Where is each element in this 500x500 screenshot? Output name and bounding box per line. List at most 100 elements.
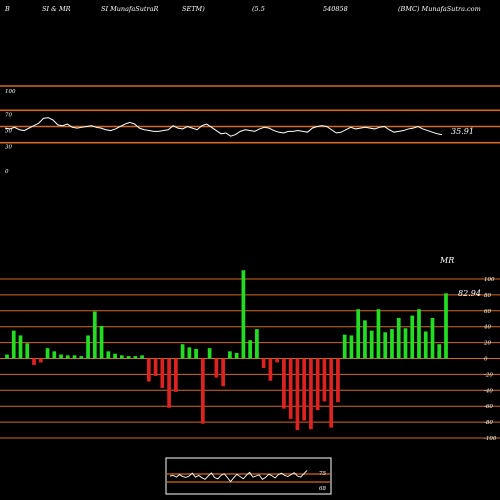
mrsi-bar <box>11 330 16 359</box>
mrsi-bar <box>194 348 198 359</box>
mrsi-bar <box>119 355 124 359</box>
mrsi-bar <box>383 332 388 359</box>
mrsi-bar <box>255 329 259 359</box>
mrsi-tick-label: -80 <box>484 420 493 426</box>
mrsi-bar <box>201 358 205 424</box>
rsi-tick-label: 0 <box>5 169 9 175</box>
rsi-panel: 100 70 50 30 0 35.91 <box>0 85 500 175</box>
mrsi-panel: MR 100 80 60 40 20 0 -20 -40 -60 -80 -100 82.94 <box>0 256 500 442</box>
mrsi-tick-label: -60 <box>484 404 493 410</box>
mrsi-bar <box>106 351 111 359</box>
mrsi-bar <box>140 355 144 359</box>
mrsi-bar <box>79 356 84 359</box>
mrsi-bar <box>295 358 300 431</box>
header-item-si-mr: SI & MR <box>42 5 71 13</box>
mrsi-bar <box>146 358 151 382</box>
rsi-series-line <box>4 117 443 137</box>
mrsi-bar <box>329 358 334 428</box>
mrsi-bar <box>349 335 354 359</box>
mrsi-bar <box>423 331 428 359</box>
mrsi-bar <box>52 351 57 359</box>
mrsi-tick-label: 20 <box>483 341 491 347</box>
mrsi-bar <box>282 358 286 409</box>
mrsi-bar <box>153 358 158 376</box>
mrsi-bar <box>25 343 30 359</box>
mrsi-bar <box>268 358 273 381</box>
mrsi-tick-label: 60 <box>484 309 491 315</box>
mrsi-bar <box>410 315 415 359</box>
header-item-setm: SETM) <box>182 5 205 13</box>
mrsi-bar <box>417 309 421 359</box>
mrsi-bar <box>221 358 225 387</box>
mrsi-bar <box>65 355 70 359</box>
mrsi-bar <box>275 358 280 363</box>
mrsi-bar <box>309 358 313 430</box>
mrsi-bar <box>72 355 77 359</box>
rsi-tick-label: 100 <box>5 89 16 95</box>
mrsi-bar <box>363 320 367 359</box>
mrsi-bar <box>288 358 293 419</box>
mrsi-bar <box>390 329 394 359</box>
header-item-company: (BMC) MunafaSutra.com <box>398 5 481 13</box>
mrsi-bar <box>38 358 43 363</box>
mrsi-bar <box>167 358 171 408</box>
header: B SI & MR SI MunafaSutraR SETM) (5.5 540… <box>4 5 481 13</box>
mrsi-bar <box>18 335 23 359</box>
mini-label-lower: 68 <box>319 486 326 492</box>
mrsi-bar <box>214 358 219 378</box>
header-item-munafasutra: SI MunafaSutraR <box>101 5 159 13</box>
mrsi-bar <box>207 348 212 359</box>
rsi-tick-label: 30 <box>5 145 12 151</box>
mrsi-bar <box>228 351 232 359</box>
mrsi-title: MR <box>439 256 454 265</box>
mrsi-bar <box>430 317 435 359</box>
mrsi-bar <box>187 347 192 359</box>
mrsi-tick-label: -20 <box>484 372 493 378</box>
mrsi-bar <box>5 354 9 359</box>
header-item-b: B <box>4 5 10 13</box>
mrsi-tick-label: 40 <box>483 325 491 331</box>
mrsi-bar <box>376 309 381 359</box>
header-item-code: 540858 <box>323 5 348 13</box>
mini-panel: 75 68 <box>165 457 332 495</box>
mrsi-bar <box>126 356 131 359</box>
mini-series-line <box>169 470 308 483</box>
mrsi-bar <box>173 358 178 392</box>
mrsi-bar <box>444 293 448 359</box>
header-item-param: (5.5 <box>252 5 265 13</box>
mrsi-bar <box>342 334 347 359</box>
mrsi-tick-label: -40 <box>484 388 493 394</box>
mrsi-bar <box>133 356 138 359</box>
mrsi-bar <box>261 358 266 369</box>
mrsi-bar <box>160 358 165 388</box>
mrsi-bar <box>92 311 97 359</box>
mrsi-tick-label: 80 <box>484 293 491 299</box>
mrsi-bar <box>99 325 104 359</box>
rsi-last-value: 35.91 <box>451 127 474 136</box>
mrsi-bar <box>315 358 320 411</box>
rsi-tick-label: 50 <box>5 129 12 135</box>
mrsi-bar <box>32 358 36 365</box>
mini-label-upper: 75 <box>319 471 326 477</box>
mrsi-bar <box>356 309 361 359</box>
mrsi-bar <box>113 353 117 359</box>
mini-panel-frame <box>165 457 332 495</box>
mrsi-bar <box>234 352 239 359</box>
mrsi-bar <box>322 358 327 402</box>
mrsi-bar <box>369 330 374 359</box>
mrsi-tick-label: 100 <box>484 277 495 283</box>
rsi-tick-label: 70 <box>5 112 12 118</box>
mrsi-tick-label: -100 <box>484 436 497 442</box>
mrsi-bar <box>403 328 408 359</box>
mrsi-bar <box>180 344 185 359</box>
mrsi-bar <box>248 340 252 359</box>
mrsi-last-value: 82.94 <box>458 289 481 298</box>
mrsi-bar <box>86 335 90 359</box>
mrsi-bar <box>336 358 340 403</box>
mrsi-bar <box>396 317 401 359</box>
mrsi-bar <box>302 358 307 421</box>
mrsi-tick-label: 0 <box>484 357 488 363</box>
mrsi-bar <box>45 348 50 359</box>
mrsi-bar <box>437 344 442 359</box>
